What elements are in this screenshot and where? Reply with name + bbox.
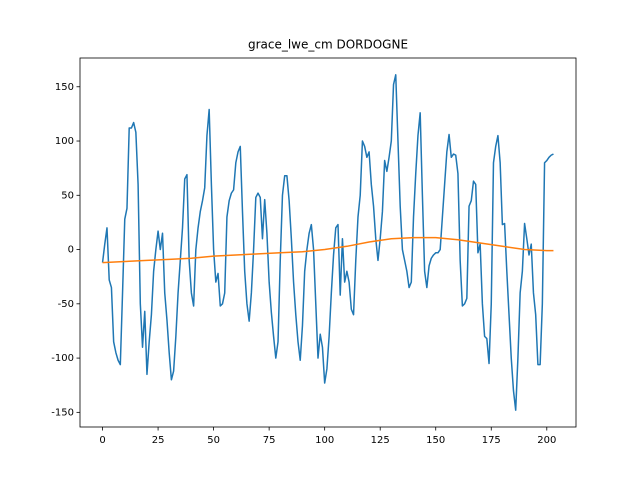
data-line — [101, 74, 554, 411]
x-tick-label: 50 — [207, 435, 220, 446]
x-tick-label: 125 — [371, 435, 390, 446]
y-tick-label: -150 — [51, 407, 74, 418]
x-tick-label: 200 — [537, 435, 556, 446]
x-tick-label: 25 — [152, 435, 165, 446]
x-tick-label: 0 — [99, 435, 105, 446]
x-tick-label: 100 — [315, 435, 334, 446]
y-tick-label: 50 — [61, 190, 74, 201]
chart-title: grace_lwe_cm DORDOGNE — [248, 38, 408, 52]
x-tick-label: 150 — [426, 435, 445, 446]
y-tick-label: 0 — [68, 245, 74, 256]
y-tick-label: -50 — [58, 299, 74, 310]
plot-frame — [79, 57, 577, 428]
y-tick-label: -100 — [51, 353, 74, 364]
x-tick-label: 175 — [482, 435, 501, 446]
x-tick-label: 75 — [263, 435, 276, 446]
y-tick-label: 100 — [55, 136, 74, 147]
data-line — [102, 236, 554, 264]
y-tick-label: 150 — [55, 82, 74, 93]
